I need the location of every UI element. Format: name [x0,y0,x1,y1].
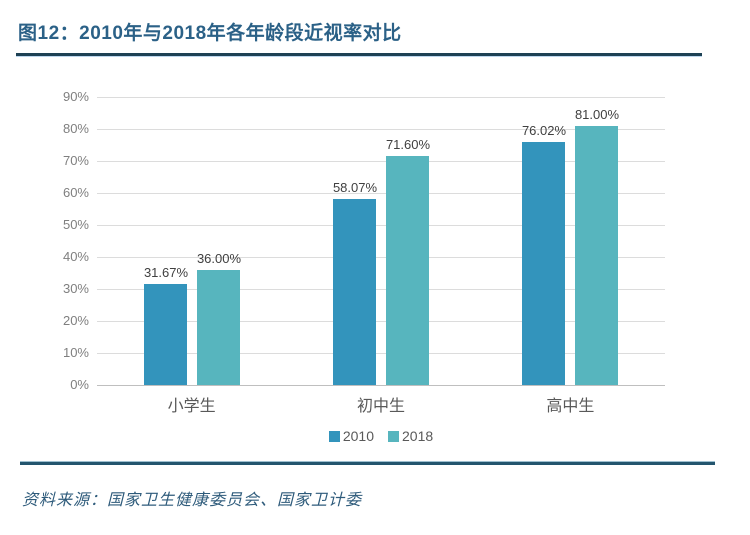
bar-2010-小学生 [144,284,187,385]
gridline [97,385,665,386]
gridline [97,193,665,194]
y-axis-tick-label: 20% [62,313,89,328]
y-axis-tick-label: 90% [62,89,89,104]
chart-plot-area: 90% 80% 70% 60% 50% 40% 30% 20% 10% 0% 31.67% 36.00… [63,89,665,392]
gridline [97,289,665,290]
bar-2018-高中生 [575,126,618,385]
x-axis-category-label: 高中生 [546,398,595,415]
figure-title: 图12：2010年与2018年各年龄段近视率对比 [18,23,402,44]
y-axis-tick-label: 30% [62,281,89,296]
y-axis-tick-label: 0% [70,377,89,392]
y-axis-tick-label: 80% [62,121,89,136]
legend-label: 2018 [402,428,434,444]
gridline [97,257,665,258]
gridline [97,97,665,98]
bar-2018-小学生 [197,270,240,385]
y-axis-tick-label: 50% [62,217,89,232]
gridline [97,225,665,226]
y-axis-tick-label: 10% [62,345,89,360]
value-label: 31.67% [143,265,189,280]
gridline [97,161,665,162]
value-label: 36.00% [196,251,242,266]
bar-2018-初中生 [386,156,429,385]
x-axis-category-label: 小学生 [167,398,216,415]
value-label: 81.00% [574,107,620,122]
value-label: 76.02% [521,123,567,138]
legend-item-2018: 2018 [388,428,433,444]
legend-item-2010: 2010 [328,428,374,444]
y-axis-tick-label: 40% [62,249,89,264]
gridline [97,129,665,130]
legend-label: 2010 [342,428,374,444]
x-axis-category-label: 初中生 [356,398,405,415]
gridline [97,321,665,322]
source-note: 资料来源：国家卫生健康委员会、国家卫计委 [22,492,363,509]
y-axis-tick-label: 60% [62,185,89,200]
bar-2010-初中生 [333,199,376,385]
value-label: 71.60% [385,137,431,152]
legend-swatch-icon [328,430,340,442]
value-label: 58.07% [332,180,378,195]
bar-chart: 90% 80% 70% 60% 50% 40% 30% 20% 10% 0% 31.67% 36.00… [63,89,665,457]
y-axis-tick-label: 70% [62,153,89,168]
chart-legend: 2010 2018 [97,428,665,444]
bottom-divider [20,461,715,465]
title-divider [16,53,702,57]
bar-2010-高中生 [522,142,565,385]
legend-swatch-icon [388,430,399,442]
gridline [97,353,665,354]
